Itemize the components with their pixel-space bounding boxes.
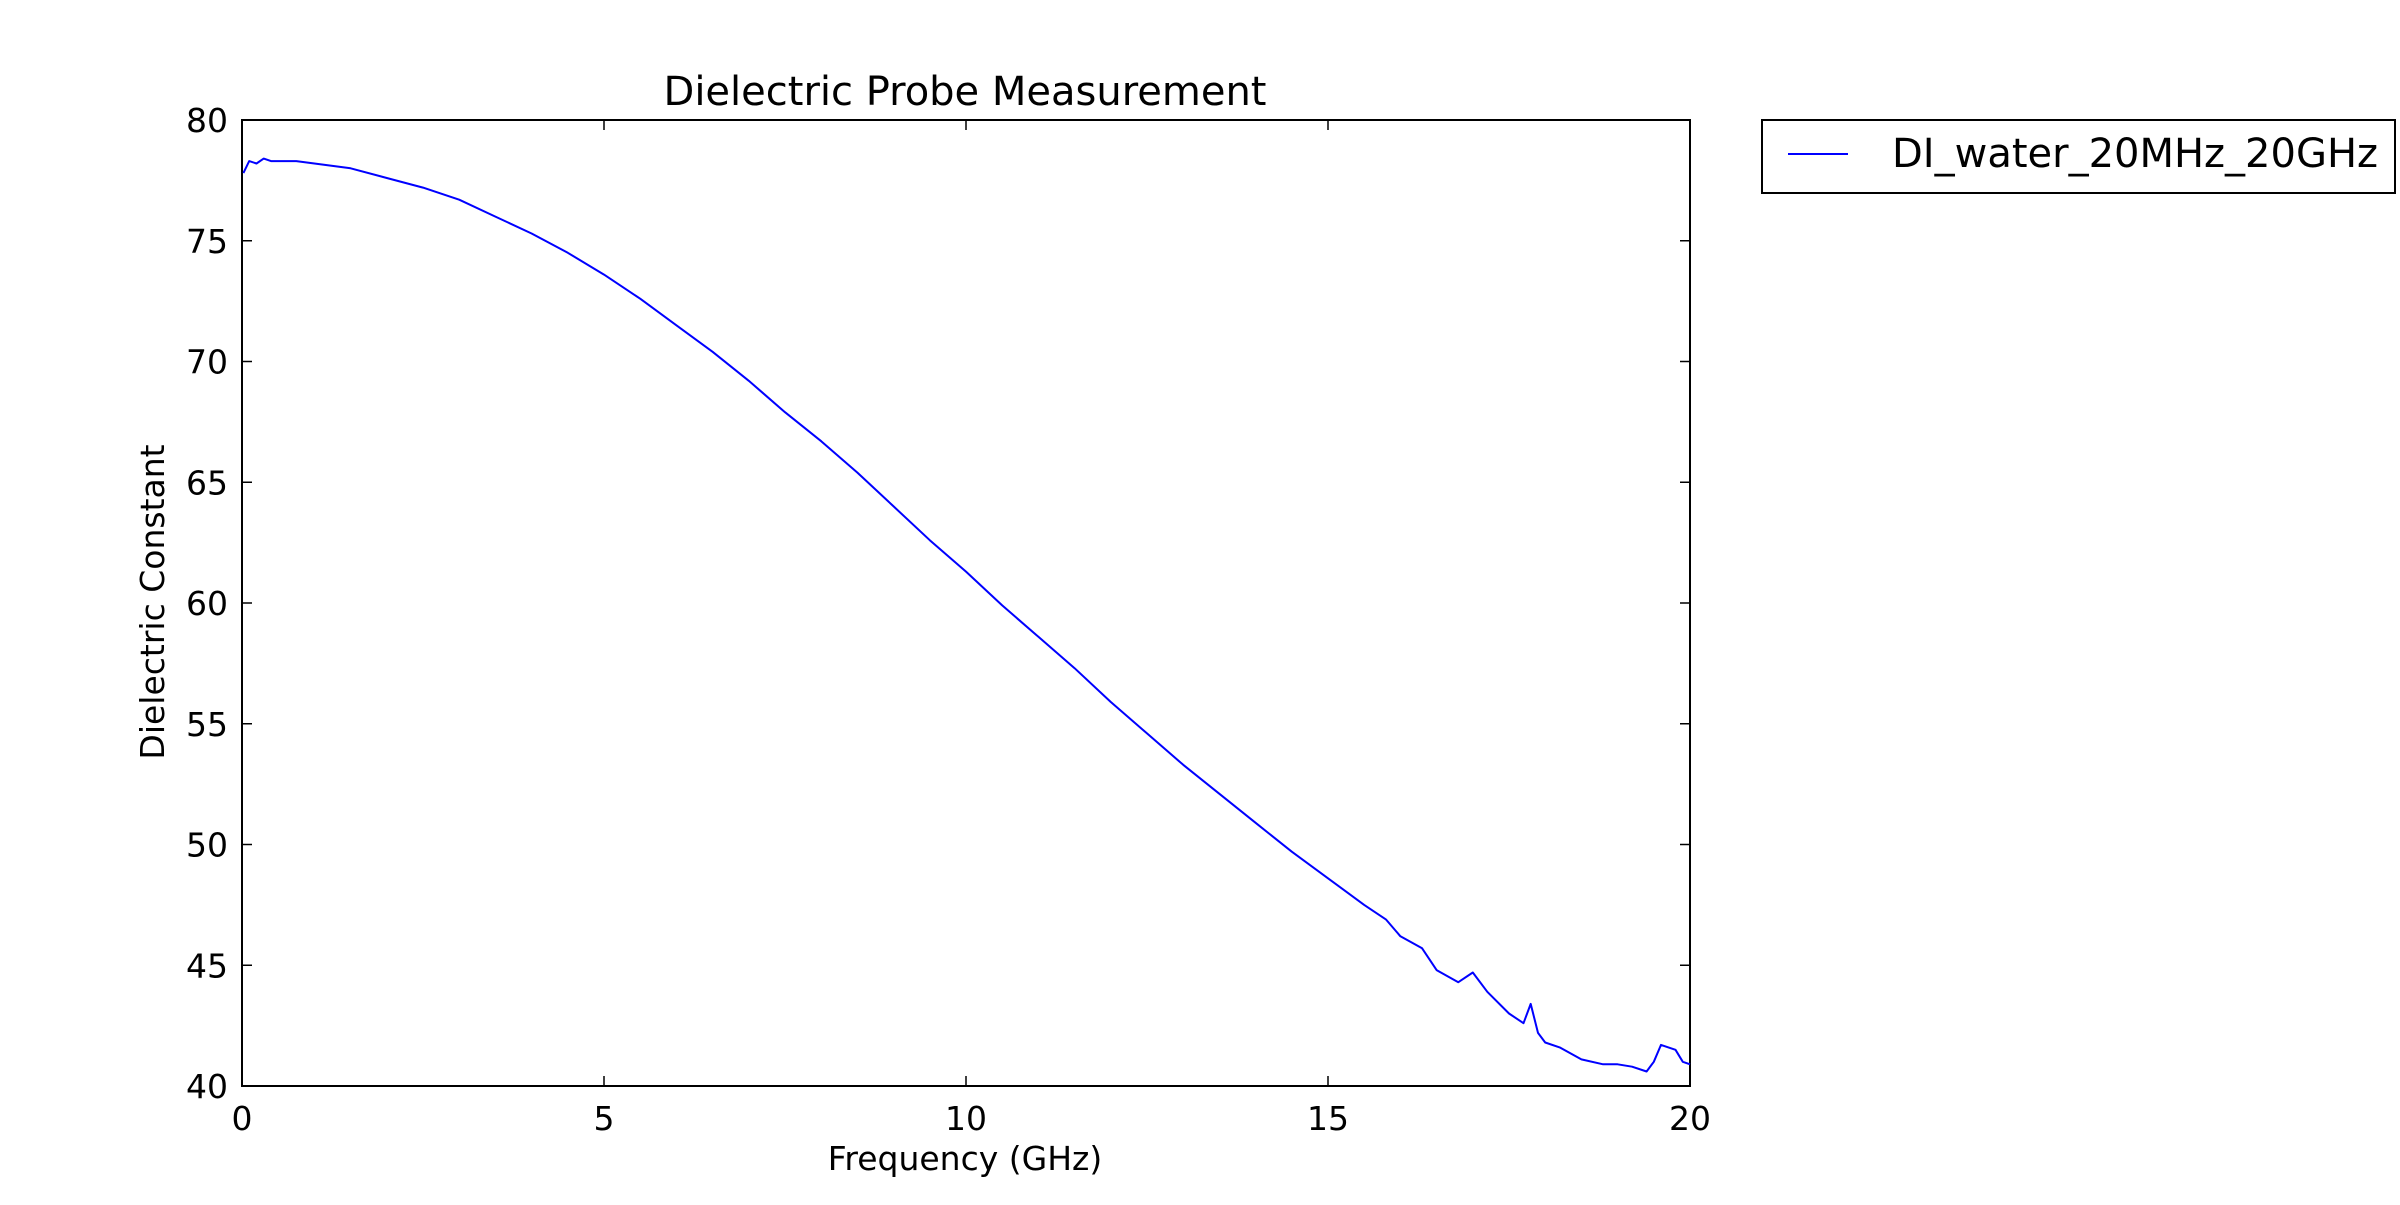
y-tick-label: 70 [186,343,228,382]
plot-area-border [241,119,1691,1087]
x-tick-label: 5 [594,1099,615,1138]
y-axis-label: Dielectric Constant [133,444,172,759]
y-tick-label: 60 [186,584,228,623]
x-tick-label: 20 [1669,1099,1711,1138]
x-tick-label: 0 [232,1099,253,1138]
x-axis-ticks: 0 5 10 15 20 [232,120,1711,1138]
series-layer [242,157,1691,1073]
y-tick-label: 65 [186,463,228,502]
chart-title: Dielectric Probe Measurement [664,69,1267,115]
legend-box [1761,119,2396,194]
plot-frame [241,119,1691,1087]
legend-entry-label: DI_water_20MHz_20GHz [1892,131,2378,177]
y-tick-label: 50 [186,826,228,865]
y-tick-label: 45 [186,946,228,985]
y-tick-label: 80 [186,101,228,140]
legend: DI_water_20MHz_20GHz [1761,119,2396,194]
x-axis-label: Frequency (GHz) [828,1139,1102,1178]
y-tick-label: 75 [186,222,228,261]
y-tick-label: 55 [186,705,228,744]
x-tick-label: 15 [1307,1099,1349,1138]
y-axis-ticks: 40 45 50 55 60 65 70 75 80 [186,101,1690,1106]
x-tick-label: 10 [945,1099,987,1138]
series-line-0 [242,157,1691,1073]
y-tick-label: 40 [186,1067,228,1106]
